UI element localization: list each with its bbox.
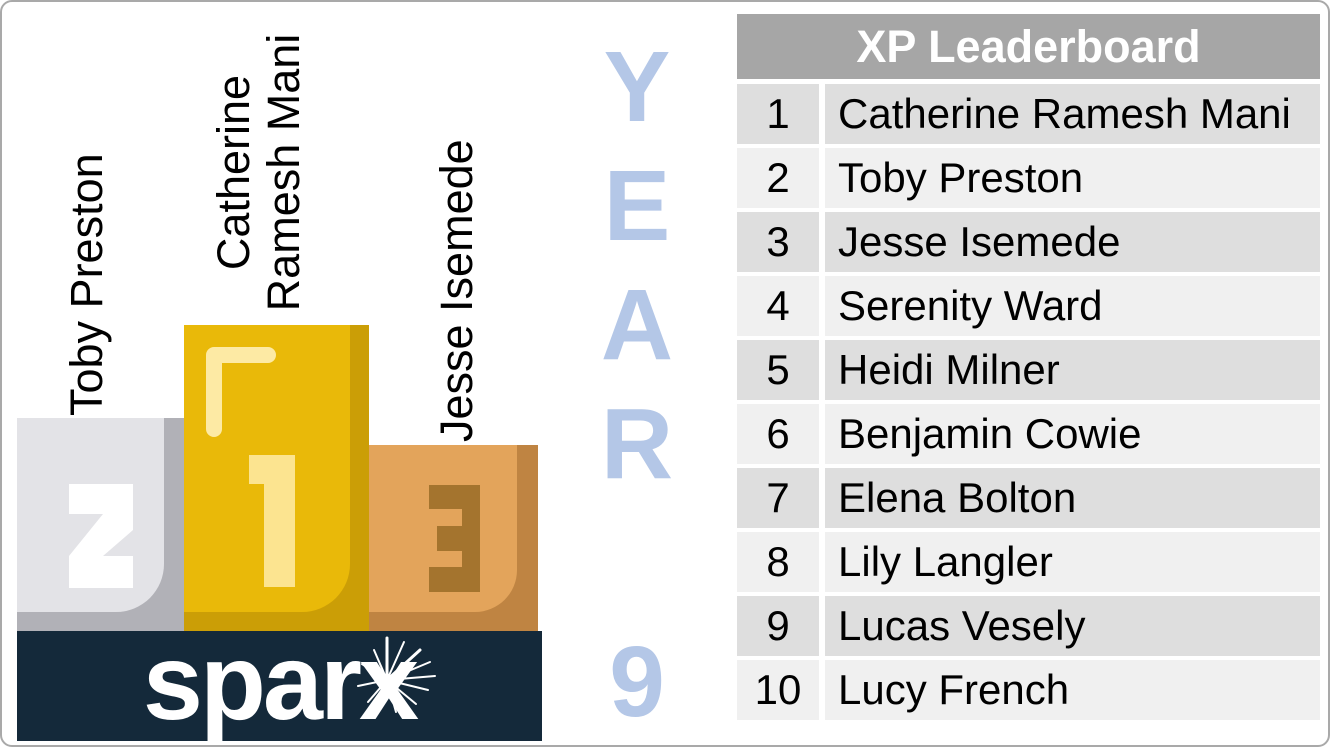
second-place-numeral-icon bbox=[69, 484, 133, 588]
rank-cell: 2 bbox=[737, 148, 819, 208]
leaderboard-title: XP Leaderboard bbox=[856, 20, 1201, 72]
podium-label-second: Toby Preston bbox=[61, 141, 112, 416]
spark-burst-icon bbox=[357, 636, 436, 713]
rank-cell: 6 bbox=[737, 404, 819, 464]
podium-second-place-block bbox=[17, 418, 184, 631]
table-row: 7 Elena Bolton bbox=[737, 468, 1320, 528]
column-gap bbox=[819, 596, 825, 656]
leaderboard: XP Leaderboard 1 Catherine Ramesh Mani 2… bbox=[737, 14, 1320, 720]
leaderboard-rows: 1 Catherine Ramesh Mani 2 Toby Preston 3… bbox=[737, 84, 1320, 720]
third-place-numeral-icon bbox=[429, 485, 480, 592]
column-gap bbox=[819, 84, 825, 144]
rank-cell: 8 bbox=[737, 532, 819, 592]
table-row: 9 Lucas Vesely bbox=[737, 596, 1320, 656]
rank-cell: 9 bbox=[737, 596, 819, 656]
first-place-name-line2: Ramesh Mani bbox=[258, 33, 309, 312]
name-cell: Jesse Isemede bbox=[825, 212, 1320, 272]
year-letter: R bbox=[600, 388, 674, 500]
rank-cell: 1 bbox=[737, 84, 819, 144]
table-row: 2 Toby Preston bbox=[737, 148, 1320, 208]
year-letter bbox=[572, 504, 702, 623]
year-letter: Y bbox=[603, 31, 671, 143]
table-row: 8 Lily Langler bbox=[737, 532, 1320, 592]
year-letter: 9 bbox=[609, 626, 665, 738]
column-gap bbox=[819, 148, 825, 208]
name-cell: Lily Langler bbox=[825, 532, 1320, 592]
podium-base bbox=[17, 631, 542, 741]
column-gap bbox=[819, 468, 825, 528]
name-cell: Catherine Ramesh Mani bbox=[825, 84, 1320, 144]
column-gap bbox=[819, 340, 825, 400]
year-letter: A bbox=[600, 269, 674, 381]
year-letter: E bbox=[603, 150, 671, 262]
podium-label-third: Jesse Isemede bbox=[431, 130, 482, 442]
podium-label-first: Catherine Ramesh Mani bbox=[208, 25, 309, 320]
second-place-name: Toby Preston bbox=[61, 153, 112, 416]
column-gap bbox=[819, 660, 825, 720]
table-row: 5 Heidi Milner bbox=[737, 340, 1320, 400]
table-row: 3 Jesse Isemede bbox=[737, 212, 1320, 272]
name-cell: Serenity Ward bbox=[825, 276, 1320, 336]
name-cell: Elena Bolton bbox=[825, 468, 1320, 528]
rank-cell: 5 bbox=[737, 340, 819, 400]
name-cell: Lucas Vesely bbox=[825, 596, 1320, 656]
first-place-numeral-icon bbox=[249, 455, 295, 587]
table-row: 10 Lucy French bbox=[737, 660, 1320, 720]
rank-cell: 7 bbox=[737, 468, 819, 528]
table-row: 4 Serenity Ward bbox=[737, 276, 1320, 336]
column-gap bbox=[819, 404, 825, 464]
leaderboard-header: XP Leaderboard bbox=[737, 14, 1320, 79]
sparx-logo-text: sparx bbox=[142, 620, 419, 742]
column-gap bbox=[819, 212, 825, 272]
name-cell: Toby Preston bbox=[825, 148, 1320, 208]
sparx-logo: sparx bbox=[17, 621, 542, 742]
table-row: 6 Benjamin Cowie bbox=[737, 404, 1320, 464]
name-cell: Heidi Milner bbox=[825, 340, 1320, 400]
rank-cell: 3 bbox=[737, 212, 819, 272]
third-place-name: Jesse Isemede bbox=[431, 139, 482, 442]
column-gap bbox=[819, 276, 825, 336]
first-place-name-line1: Catherine bbox=[208, 74, 259, 271]
name-cell: Benjamin Cowie bbox=[825, 404, 1320, 464]
rank-cell: 4 bbox=[737, 276, 819, 336]
table-row: 1 Catherine Ramesh Mani bbox=[737, 84, 1320, 144]
shine-icon bbox=[206, 347, 276, 437]
rank-cell: 10 bbox=[737, 660, 819, 720]
column-gap bbox=[819, 532, 825, 592]
name-cell: Lucy French bbox=[825, 660, 1320, 720]
